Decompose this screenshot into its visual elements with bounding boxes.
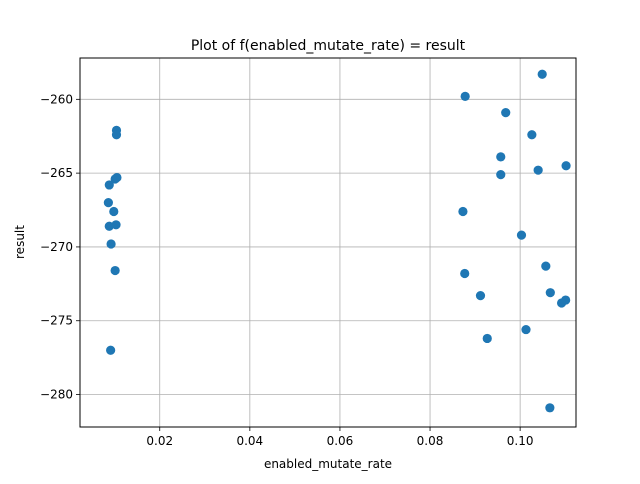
x-tick-label: 0.10 (507, 434, 534, 448)
scatter-point (460, 268, 470, 279)
x-tick-label: 0.06 (327, 434, 354, 448)
scatter-point (527, 130, 537, 140)
scatter-point (109, 206, 119, 217)
scatter-point (482, 333, 492, 344)
x-axis-label: enabled_mutate_rate (264, 457, 392, 471)
scatter-point (541, 261, 551, 271)
scatter-point (458, 206, 468, 217)
scatter-point (106, 345, 116, 355)
scatter-point (545, 403, 555, 413)
scatter-point (475, 291, 486, 301)
x-tick-label: 0.02 (146, 434, 173, 448)
scatter-point (110, 265, 120, 276)
scatter-point (501, 108, 511, 118)
scatter-point (111, 220, 121, 230)
x-tick-label: 0.04 (236, 434, 263, 448)
scatter-point (104, 180, 114, 190)
scatter-point (496, 152, 506, 162)
scatter-point (521, 324, 531, 335)
scatter-point (103, 198, 113, 208)
scatter-point (556, 298, 567, 308)
scatter-point (561, 161, 571, 171)
scatter-point (111, 130, 122, 140)
grid-lines (80, 58, 576, 427)
x-axis-ticks: 0.02 0.04 0.06 0.08 0.10 (146, 427, 533, 448)
scatter-point (496, 170, 506, 180)
y-axis-ticks: −280 −275 −270 −265 −260 (40, 92, 80, 402)
y-tick-label: −260 (40, 92, 73, 106)
y-tick-label: −275 (40, 314, 73, 328)
scatter-point (533, 165, 543, 175)
scatter-point (460, 91, 470, 101)
data-points (103, 69, 571, 413)
plot-frame (79, 57, 577, 428)
scatter-point (545, 288, 555, 298)
scatter-point (106, 239, 116, 249)
scatter-point (112, 172, 122, 183)
y-tick-label: −265 (40, 166, 73, 180)
chart-title: Plot of f(enabled_mutate_rate) = result (191, 38, 466, 54)
scatter-point (537, 69, 547, 79)
y-tick-label: −270 (40, 240, 73, 254)
y-axis-label: result (13, 225, 27, 259)
plot-area (80, 58, 576, 427)
y-tick-label: −280 (40, 388, 73, 402)
x-tick-label: 0.08 (417, 434, 444, 448)
scatter-point (516, 230, 527, 240)
